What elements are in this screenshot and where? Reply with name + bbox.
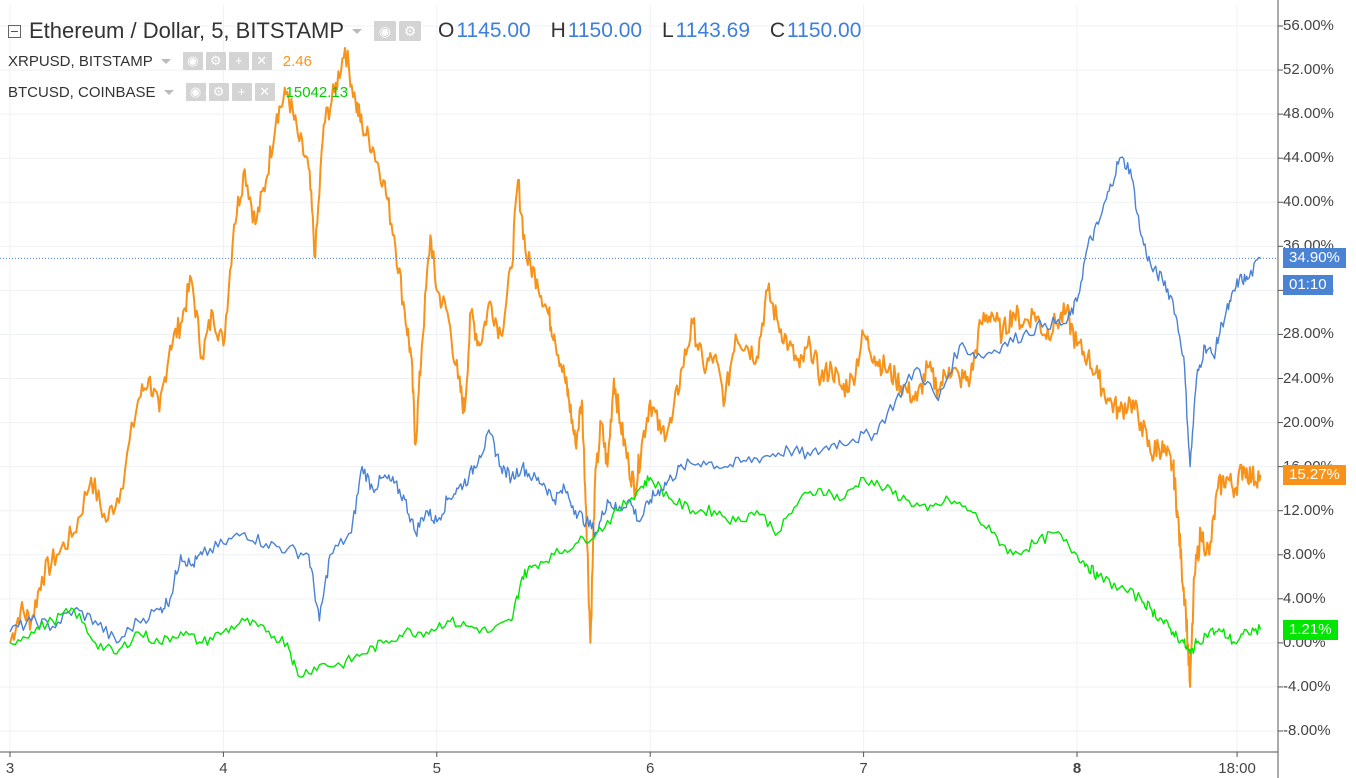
series-line-eth (9, 156, 1261, 644)
chevron-down-icon[interactable] (352, 28, 363, 34)
countdown-tag: 01:10 (1283, 275, 1333, 296)
y-tick-label: 48.00% (1283, 105, 1334, 123)
eye-icon[interactable]: ◉ (185, 83, 206, 101)
y-tick-label: -4.00% (1283, 677, 1331, 695)
chevron-down-icon[interactable] (160, 58, 171, 64)
price-tag-eth: 34.90% (1283, 248, 1346, 269)
compare-symbol-btc[interactable]: BTCUSD, COINBASE (8, 83, 156, 101)
ohlc-high-value: 1150.00 (567, 19, 643, 42)
y-tick-label: 4.00% (1283, 589, 1326, 607)
compare-symbol-xrp[interactable]: XRPUSD, BITSTAMP (8, 52, 153, 70)
x-tick-label: 7 (859, 760, 868, 777)
series-line-btc (9, 475, 1262, 678)
price-tag-btc: 1.21% (1283, 619, 1338, 640)
y-tick-label: 28.00% (1283, 325, 1334, 343)
compare-value-xrp: 2.46 (282, 52, 312, 70)
close-icon[interactable]: ✕ (254, 83, 275, 101)
x-tick-label: 8 (1072, 760, 1082, 777)
y-tick-label: 44.00% (1283, 149, 1334, 167)
y-tick-label: 12.00% (1283, 501, 1334, 519)
y-tick-label: 20.00% (1283, 413, 1334, 431)
ohlc-high-key: H (550, 19, 566, 42)
chart-grid (0, 5, 1278, 752)
plus-icon[interactable]: + (231, 83, 252, 101)
x-tick-label: 18:00 (1218, 760, 1256, 777)
series-line-xrp (9, 47, 1262, 688)
x-tick-label: 6 (646, 760, 655, 777)
compare-row-xrp: XRPUSD, BITSTAMP ◉ ⚙ + ✕ 2.46 (8, 52, 312, 70)
ohlc-values: O1145.00 H1150.00 L1143.69 C1150.00 (438, 19, 875, 43)
chart-series (0, 47, 1278, 688)
eye-icon[interactable]: ◉ (182, 52, 203, 70)
gear-icon[interactable]: ⚙ (208, 83, 229, 101)
y-tick-label: 52.00% (1283, 61, 1334, 79)
y-tick-label: -8.00% (1283, 722, 1331, 739)
price-tag-xrp: 15.27% (1283, 464, 1346, 485)
y-tick-label: 24.00% (1283, 369, 1334, 387)
close-icon[interactable]: ✕ (251, 52, 272, 70)
chart-axes (0, 0, 1283, 778)
ohlc-open-value: 1145.00 (456, 19, 531, 42)
y-tick-label: 8.00% (1283, 545, 1326, 563)
ohlc-open-key: O (438, 19, 455, 42)
ohlc-close-key: C (769, 19, 786, 42)
x-tick-label: 4 (219, 760, 228, 777)
legend: Ethereum / Dollar, 5, BITSTAMP ◉ ⚙ O1145… (0, 0, 1270, 110)
gear-icon[interactable]: ⚙ (205, 52, 226, 70)
gear-icon[interactable]: ⚙ (399, 21, 422, 41)
compare-row-btc: BTCUSD, COINBASE ◉ ⚙ + ✕ 15042.13 (8, 83, 348, 101)
ohlc-low-key: L (661, 19, 674, 42)
main-symbol-row: Ethereum / Dollar, 5, BITSTAMP ◉ ⚙ O1145… (8, 18, 875, 44)
ohlc-close-value: 1150.00 (787, 19, 862, 42)
plus-icon[interactable]: + (228, 52, 249, 70)
main-symbol-title[interactable]: Ethereum / Dollar, 5, BITSTAMP (29, 18, 345, 43)
y-tick-label: 40.00% (1283, 193, 1334, 211)
collapse-icon[interactable] (8, 24, 21, 38)
x-tick-label: 3 (5, 760, 15, 777)
eye-icon[interactable]: ◉ (374, 21, 397, 41)
y-tick-label: 56.00% (1283, 17, 1334, 34)
x-tick-label: 5 (432, 760, 441, 777)
chevron-down-icon[interactable] (163, 89, 174, 95)
ohlc-low-value: 1143.69 (675, 19, 750, 42)
compare-value-btc: 15042.13 (285, 83, 349, 101)
